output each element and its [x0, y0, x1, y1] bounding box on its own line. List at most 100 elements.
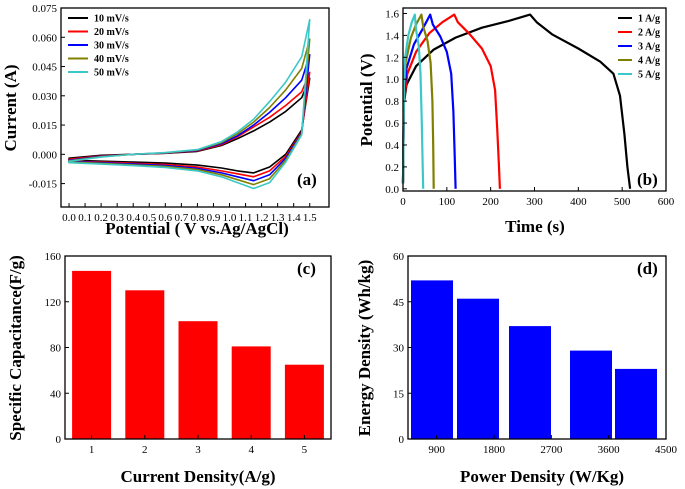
- gcd-series-line: [401, 13, 425, 189]
- cv-legend-label: 50 mV/s: [94, 68, 129, 79]
- capacitance-x-tick-label: 5: [302, 444, 308, 456]
- energy-bar: [509, 326, 551, 439]
- gcd-x-tick-label: 0: [400, 196, 406, 208]
- gcd-legend: 1 A/g 2 A/g 3 A/g 4 A/g 5 A/g: [618, 14, 660, 81]
- cv-x-axis-title: Potential ( V vs.Ag/AgCl): [105, 219, 289, 238]
- cv-y-tick-label: 0.015: [32, 120, 57, 132]
- cv-legend-label: 40 mV/s: [94, 54, 129, 65]
- cv-x-tick-label: 0.6: [158, 212, 172, 224]
- cv-x-tick-label: 0.9: [207, 212, 221, 224]
- capacitance-bar: [72, 270, 112, 439]
- cv-panel: 0.0 0.1 0.2 0.3 0.4 0.5 0.6 0.7 0.8 0.9 1.0 1.1 1.2 1…: [1, 3, 330, 238]
- energy-bars: [411, 280, 657, 439]
- energy-x-axis-title: Power Density (W/Kg): [460, 467, 624, 486]
- cv-x-tick-label: 0.2: [94, 212, 108, 224]
- capacitance-bar: [125, 290, 165, 439]
- cv-y-tick-label: 0.075: [32, 3, 57, 15]
- cv-x-tick-label: 0.1: [78, 212, 92, 224]
- gcd-series-line: [401, 13, 501, 189]
- cv-x-tick-label: 1.2: [255, 212, 269, 224]
- gcd-y-axis-title: Potential (V): [357, 53, 376, 146]
- gcd-y-tick-label: 0.0: [385, 184, 399, 196]
- cv-plot-frame: [60, 7, 330, 208]
- cv-series-line: [68, 18, 311, 190]
- energy-x-tick-label: 2700: [540, 444, 563, 456]
- cv-legend-label: 10 mV/s: [94, 14, 129, 25]
- gcd-series-line: [401, 13, 457, 189]
- energy-y-tick-label: 30: [393, 343, 405, 355]
- gcd-y-ticks: 0.0 0.2 0.4 0.6 0.8 1.0 1.2 1.4 1.6: [385, 8, 407, 196]
- energy-panel: 900 1800 2700 3600 4500 0 15 30 45 60 (d) Power …: [355, 251, 678, 486]
- gcd-y-tick-label: 0.2: [385, 162, 399, 174]
- energy-y-tick-label: 15: [393, 388, 405, 400]
- capacitance-x-tick-label: 4: [248, 444, 254, 456]
- cv-y-axis-title: Current (A): [1, 64, 20, 151]
- capacitance-y-tick-label: 40: [50, 388, 62, 400]
- energy-x-tick-label: 900: [428, 444, 445, 456]
- energy-x-tick-label: 3600: [598, 444, 621, 456]
- capacitance-y-ticks: 0 40 80 120 160: [45, 251, 69, 446]
- energy-bar: [570, 350, 612, 439]
- cv-x-tick-label: 0.0: [62, 212, 76, 224]
- cv-x-tick-label: 0.5: [142, 212, 156, 224]
- energy-y-ticks: 0 15 30 45 60: [393, 251, 412, 446]
- cv-y-tick-label: 0.045: [32, 62, 57, 74]
- gcd-legend-label: 2 A/g: [638, 28, 660, 39]
- energy-x-tick-label: 1800: [483, 444, 506, 456]
- gcd-x-tick-label: 500: [614, 196, 631, 208]
- cv-x-tick-label: 1.5: [303, 212, 317, 224]
- gcd-series-line: [401, 13, 632, 189]
- gcd-x-tick-label: 400: [570, 196, 587, 208]
- energy-x-ticks: 900 1800 2700 3600 4500: [428, 435, 678, 456]
- cv-curves: [68, 18, 311, 190]
- capacitance-bar: [231, 346, 271, 439]
- cv-x-tick-label: 1.3: [271, 212, 285, 224]
- energy-bar: [457, 298, 499, 439]
- gcd-x-tick-label: 600: [658, 196, 675, 208]
- gcd-legend-label: 1 A/g: [638, 14, 660, 25]
- cv-y-tick-label: -0.015: [29, 179, 58, 191]
- cv-y-ticks: -0.015 0.000 0.015 0.030 0.045 0.060 0.075: [29, 3, 65, 191]
- energy-panel-label: (d): [637, 259, 658, 278]
- capacitance-panel: 1 2 3 4 5 0 40 80 120 160 (c) Current Density(A/…: [6, 251, 332, 486]
- gcd-y-tick-label: 1.4: [385, 30, 399, 42]
- energy-y-axis-title: Energy Density (Wh/kg): [355, 260, 374, 437]
- cv-x-ticks: 0.0 0.1 0.2 0.3 0.4 0.5 0.6 0.7 0.8 0.9 1.0 1.1 1.2 1…: [62, 203, 317, 224]
- gcd-panel-label: (b): [637, 170, 658, 189]
- cv-series-line: [68, 77, 311, 174]
- cv-y-tick-label: 0.000: [32, 149, 57, 161]
- capacitance-y-tick-label: 80: [50, 343, 62, 355]
- capacitance-x-ticks: 1 2 3 4 5: [89, 435, 308, 456]
- capacitance-y-axis-title: Specific Capacitance(F/g): [6, 255, 25, 441]
- gcd-y-tick-label: 0.4: [385, 140, 399, 152]
- cv-x-tick-label: 1.1: [239, 212, 253, 224]
- energy-y-tick-label: 0: [399, 434, 405, 446]
- cv-x-tick-label: 1.4: [287, 212, 301, 224]
- gcd-x-axis-title: Time (s): [505, 217, 565, 236]
- cv-panel-label: (a): [297, 170, 317, 189]
- gcd-y-tick-label: 1.0: [385, 74, 399, 86]
- capacitance-y-tick-label: 160: [45, 251, 62, 263]
- gcd-legend-label: 4 A/g: [638, 56, 660, 67]
- cv-legend-label: 20 mV/s: [94, 27, 129, 38]
- capacitance-x-tick-label: 3: [195, 444, 201, 456]
- gcd-legend-label: 3 A/g: [638, 42, 660, 53]
- gcd-x-tick-label: 100: [439, 196, 456, 208]
- cv-y-tick-label: 0.060: [32, 32, 57, 44]
- cv-y-tick-label: 0.030: [32, 91, 57, 103]
- cv-x-tick-label: 0.4: [126, 212, 140, 224]
- capacitance-x-tick-label: 2: [142, 444, 148, 456]
- cv-x-tick-label: 0.7: [174, 212, 188, 224]
- energy-y-tick-label: 45: [393, 297, 405, 309]
- gcd-y-tick-label: 1.2: [385, 52, 399, 64]
- cv-legend: 10 mV/s 20 mV/s 30 mV/s 40 mV/s 50 mV/s: [68, 14, 129, 79]
- capacitance-bar: [284, 364, 324, 439]
- capacitance-y-tick-label: 120: [45, 297, 62, 309]
- gcd-y-tick-label: 0.6: [385, 118, 399, 130]
- energy-bar: [615, 368, 657, 439]
- gcd-x-ticks: 0 100 200 300 400 500 600: [400, 187, 675, 208]
- energy-x-tick-label: 4500: [655, 444, 678, 456]
- capacitance-x-tick-label: 1: [89, 444, 95, 456]
- capacitance-x-axis-title: Current Density(A/g): [120, 467, 275, 486]
